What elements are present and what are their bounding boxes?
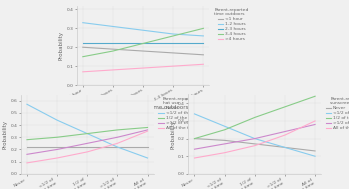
<1/2 of the time xyxy=(223,125,227,127)
<1 hour xyxy=(141,50,145,52)
>4 hours xyxy=(111,69,115,71)
All of the time xyxy=(146,130,150,132)
Never xyxy=(115,146,119,148)
1/2 of the time xyxy=(313,95,317,97)
Line: <1/2 of the time: <1/2 of the time xyxy=(27,104,148,158)
>1/2 of the time xyxy=(253,137,257,140)
Y-axis label: Probability: Probability xyxy=(170,120,175,149)
2-3 hours xyxy=(111,42,115,45)
1/2 of the time xyxy=(283,106,287,108)
3-4 hours xyxy=(171,35,175,37)
2-3 hours xyxy=(81,42,85,45)
3-4 hours xyxy=(201,27,206,29)
>1/2 of the time xyxy=(283,130,287,133)
All of the time xyxy=(55,157,59,159)
All of the time xyxy=(85,151,89,153)
<1 hour xyxy=(81,46,85,48)
Line: 1/2 of the time: 1/2 of the time xyxy=(27,127,148,140)
Line: All of the time: All of the time xyxy=(27,131,148,163)
1/2 of the time xyxy=(192,137,196,140)
1-2 hours xyxy=(201,35,206,37)
>1/2 of the time xyxy=(85,142,89,144)
Legend: <1 hour, 1-2 hours, 2-3 hours, 3-4 hours, >4 hours: <1 hour, 1-2 hours, 2-3 hours, 3-4 hours… xyxy=(214,8,248,42)
<1/2 of the time xyxy=(192,113,196,115)
Never xyxy=(146,146,150,148)
1/2 of the time xyxy=(55,136,59,138)
>1/2 of the time xyxy=(313,123,317,126)
<1/2 of the time xyxy=(146,157,150,159)
2-3 hours xyxy=(171,42,175,45)
Never xyxy=(85,146,89,148)
3-4 hours xyxy=(141,42,145,45)
1/2 of the time xyxy=(85,132,89,135)
Line: 1-2 hours: 1-2 hours xyxy=(83,23,203,36)
3-4 hours xyxy=(111,50,115,52)
<1/2 of the time xyxy=(313,155,317,157)
<1/2 of the time xyxy=(55,119,59,121)
>1/2 of the time xyxy=(192,148,196,150)
Line: All of the time: All of the time xyxy=(194,121,315,158)
<1/2 of the time xyxy=(283,146,287,149)
1/2 of the time xyxy=(223,129,227,131)
Y-axis label: Probability: Probability xyxy=(59,31,64,60)
<1/2 of the time xyxy=(25,103,29,105)
Line: <1/2 of the time: <1/2 of the time xyxy=(194,114,315,156)
>4 hours xyxy=(201,63,206,65)
Legend: Never, <1/2 of the time, 1/2 of the time, >1/2 of the time, All of the time: Never, <1/2 of the time, 1/2 of the time… xyxy=(158,97,202,130)
<1/2 of the time xyxy=(115,146,119,148)
Y-axis label: Probability: Probability xyxy=(3,120,8,149)
Never xyxy=(55,146,59,148)
2-3 hours xyxy=(201,42,206,45)
>1/2 of the time xyxy=(146,129,150,131)
2-3 hours xyxy=(141,42,145,45)
>1/2 of the time xyxy=(55,148,59,151)
1-2 hours xyxy=(141,29,145,31)
Line: >1/2 of the time: >1/2 of the time xyxy=(27,130,148,154)
<1 hour xyxy=(171,52,175,54)
>4 hours xyxy=(171,65,175,67)
>1/2 of the time xyxy=(223,143,227,145)
All of the time xyxy=(283,134,287,136)
Never xyxy=(192,137,196,140)
All of the time xyxy=(223,152,227,154)
Line: Never: Never xyxy=(194,139,315,151)
All of the time xyxy=(192,157,196,159)
<1 hour xyxy=(201,54,206,56)
Never xyxy=(223,139,227,142)
X-axis label: Offspring-reported time outdoors: Offspring-reported time outdoors xyxy=(97,105,189,110)
1/2 of the time xyxy=(146,126,150,129)
Line: >4 hours: >4 hours xyxy=(83,64,203,72)
<1/2 of the time xyxy=(253,137,257,140)
>4 hours xyxy=(81,71,85,73)
Never xyxy=(283,146,287,149)
Line: >1/2 of the time: >1/2 of the time xyxy=(194,125,315,149)
All of the time xyxy=(25,162,29,164)
Never xyxy=(25,146,29,148)
Line: <1 hour: <1 hour xyxy=(83,47,203,55)
1-2 hours xyxy=(111,25,115,28)
Never xyxy=(253,143,257,145)
All of the time xyxy=(253,145,257,147)
Never xyxy=(313,150,317,152)
1/2 of the time xyxy=(25,139,29,141)
>1/2 of the time xyxy=(25,153,29,156)
All of the time xyxy=(313,120,317,122)
Line: 3-4 hours: 3-4 hours xyxy=(83,28,203,57)
>1/2 of the time xyxy=(115,136,119,138)
1/2 of the time xyxy=(115,129,119,131)
All of the time xyxy=(115,142,119,144)
1-2 hours xyxy=(81,22,85,24)
<1/2 of the time xyxy=(85,132,89,135)
1/2 of the time xyxy=(253,116,257,119)
Legend: Never, <1/2 of the time, 1/2 of the time, >1/2 of the time, All of the time: Never, <1/2 of the time, 1/2 of the time… xyxy=(326,97,349,130)
1-2 hours xyxy=(171,33,175,35)
<1 hour xyxy=(111,48,115,50)
>4 hours xyxy=(141,67,145,69)
3-4 hours xyxy=(81,56,85,58)
Line: 1/2 of the time: 1/2 of the time xyxy=(194,96,315,139)
